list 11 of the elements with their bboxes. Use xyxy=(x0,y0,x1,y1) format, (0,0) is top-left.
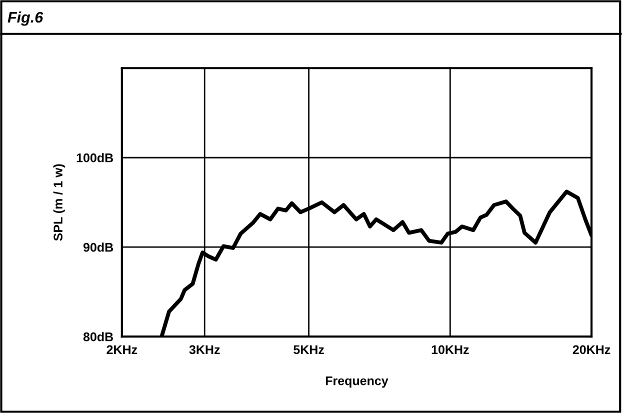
x-tick-label: 3KHz xyxy=(189,345,220,354)
x-tick-label: 10KHz xyxy=(432,345,469,354)
y-axis-title: SPL (m / 1 w) xyxy=(53,164,65,241)
chart-title: Fig.6 xyxy=(8,11,44,26)
y-tick-label: 90dB xyxy=(83,242,114,252)
x-tick-label: 5KHz xyxy=(294,345,324,354)
y-tick-label: 80dB xyxy=(83,332,114,342)
x-tick-label: 2KHz xyxy=(106,345,138,354)
y-tick-label: 100dB xyxy=(76,153,114,162)
x-axis-title: Frequency xyxy=(326,376,388,388)
x-tick-label: 20KHz xyxy=(572,345,610,354)
